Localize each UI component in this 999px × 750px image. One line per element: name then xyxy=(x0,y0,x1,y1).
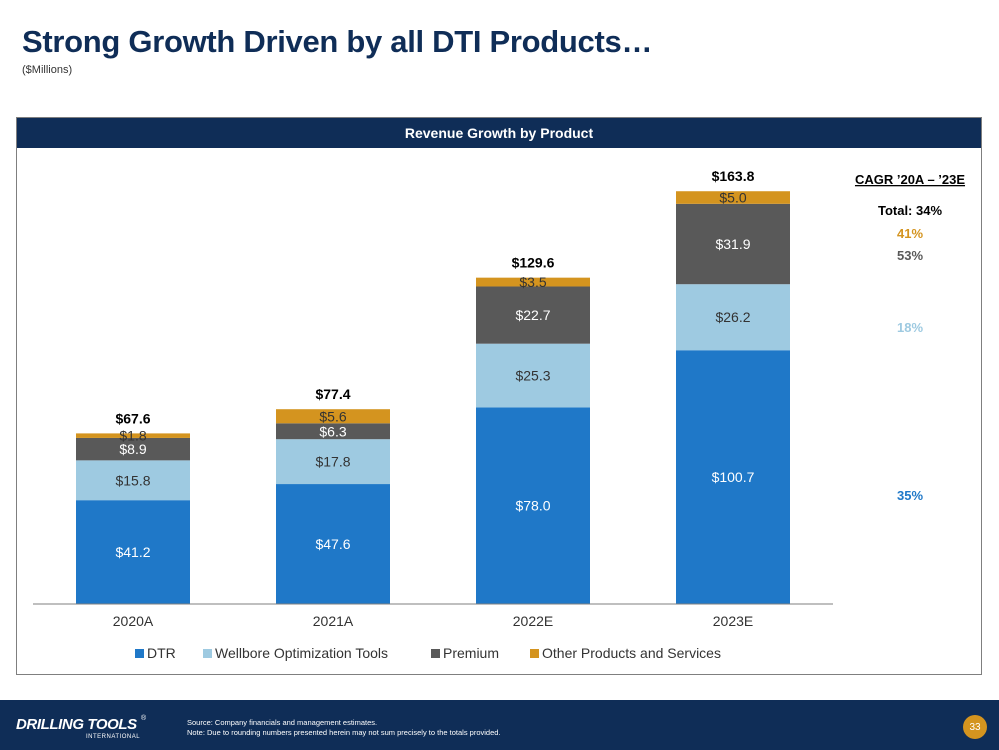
bar-other-products-and-services-2021a xyxy=(276,409,390,424)
slide-title: Strong Growth Driven by all DTI Products… xyxy=(22,24,653,59)
cagr-value-premium: 53% xyxy=(897,248,923,263)
page-number: 33 xyxy=(963,715,987,739)
revenue-chart: $41.2 $15.8 $8.9$1.8$67.6 2020A $47.6 $17.8 $6… xyxy=(33,168,965,661)
legend-swatch-wellbore-optimization-tools xyxy=(203,649,212,658)
bar-dtr-2020a xyxy=(76,500,190,604)
legend-label-wellbore-optimization-tools: Wellbore Optimization Tools xyxy=(215,645,388,661)
slide-subtitle: ($Millions) xyxy=(22,64,73,76)
data-label-premium-2020a: $8.9 xyxy=(119,441,146,457)
x-tick-label-2020a: 2020A xyxy=(113,613,154,629)
source-note: Source: Company financials and managemen… xyxy=(187,718,378,727)
data-label-premium-2021a: $6.3 xyxy=(319,423,346,439)
total-label-2021a: $77.4 xyxy=(315,386,350,402)
total-label-2022e: $129.6 xyxy=(512,254,555,270)
data-label-other-products-and-services-2023e: $5.0 xyxy=(719,190,746,206)
total-label-2023e: $163.8 xyxy=(712,168,755,184)
data-label-dtr-2022e: $78.0 xyxy=(515,498,550,514)
bar-premium-2021a xyxy=(276,423,390,440)
data-label-wellbore-optimization-tools-2023e: $26.2 xyxy=(715,309,750,325)
bar-premium-2023e xyxy=(676,203,790,285)
legend-swatch-premium xyxy=(431,649,440,658)
bar-dtr-2021a xyxy=(276,484,390,604)
legend-swatch-dtr xyxy=(135,649,144,658)
legend-swatch-other-products-and-services xyxy=(530,649,539,658)
x-tick-label-2021a: 2021A xyxy=(313,613,354,629)
data-label-premium-2022e: $22.7 xyxy=(515,307,550,323)
bar-other-products-and-services-2023e xyxy=(676,191,790,204)
bar-dtr-2022e xyxy=(476,407,590,604)
chart-panel-title: Revenue Growth by Product xyxy=(17,118,981,148)
data-label-dtr-2020a: $41.2 xyxy=(115,544,150,560)
data-label-other-products-and-services-2021a: $5.6 xyxy=(319,408,346,424)
data-label-wellbore-optimization-tools-2020a: $15.8 xyxy=(115,472,150,488)
bar-wellbore-optimization-tools-2020a xyxy=(76,460,190,501)
cagr-value-wellbore-optimization-tools: 18% xyxy=(897,320,923,335)
legend-label-premium: Premium xyxy=(443,645,499,661)
company-logo: DRILLING TOOLS xyxy=(16,716,137,733)
chart-panel: Revenue Growth by Product $41.2 $15.8 $8.9… xyxy=(16,117,982,675)
x-tick-label-2022e: 2022E xyxy=(513,613,553,629)
bar-wellbore-optimization-tools-2021a xyxy=(276,439,390,485)
data-label-dtr-2023e: $100.7 xyxy=(712,469,755,485)
data-label-dtr-2021a: $47.6 xyxy=(315,536,350,552)
data-label-other-products-and-services-2022e: $3.5 xyxy=(519,274,546,290)
logo-registered-mark: ® xyxy=(141,715,147,722)
legend-label-other-products-and-services: Other Products and Services xyxy=(542,645,721,661)
cagr-total: Total: 34% xyxy=(878,203,942,218)
footer-bar: DRILLING TOOLS ® INTERNATIONAL Source: C… xyxy=(0,700,999,750)
bar-premium-2020a xyxy=(76,437,190,461)
x-tick-label-2023e: 2023E xyxy=(713,613,753,629)
bar-dtr-2023e xyxy=(676,350,790,604)
data-label-wellbore-optimization-tools-2022e: $25.3 xyxy=(515,368,550,384)
rounding-note: Note: Due to rounding numbers presented … xyxy=(187,728,501,737)
bar-other-products-and-services-2022e xyxy=(476,277,590,287)
footnote: Source: Company financials and managemen… xyxy=(187,718,501,738)
bar-wellbore-optimization-tools-2022e xyxy=(476,343,590,408)
cagr-value-dtr: 35% xyxy=(897,488,923,503)
bar-wellbore-optimization-tools-2023e xyxy=(676,284,790,351)
cagr-heading: CAGR ’20A – ’23E xyxy=(855,172,965,187)
legend-label-dtr: DTR xyxy=(147,645,176,661)
data-label-premium-2023e: $31.9 xyxy=(715,236,750,252)
data-label-wellbore-optimization-tools-2021a: $17.8 xyxy=(315,454,350,470)
data-label-other-products-and-services-2020a: $1.8 xyxy=(119,428,146,444)
bar-premium-2022e xyxy=(476,286,590,344)
total-label-2020a: $67.6 xyxy=(115,411,150,427)
company-logo-subtext: INTERNATIONAL xyxy=(86,734,141,740)
bar-other-products-and-services-2020a xyxy=(76,433,190,438)
cagr-value-other-products-and-services: 41% xyxy=(897,226,923,241)
